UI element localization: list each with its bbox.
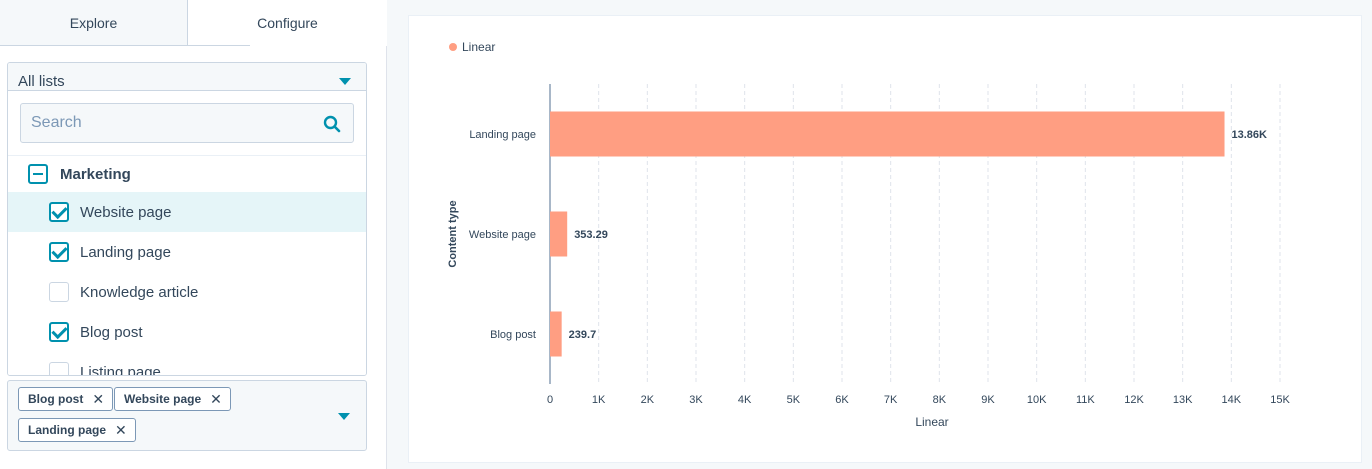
x-tick-label: 10K	[1027, 394, 1047, 406]
list-dropdown-toggle[interactable]: All lists	[8, 63, 366, 91]
tag-website-page: Website page ✕	[114, 387, 231, 411]
data-label: 239.7	[569, 329, 597, 341]
x-tick-label: 13K	[1173, 394, 1193, 406]
x-tick-label: 3K	[689, 394, 703, 406]
list-item-label: Knowledge article	[80, 284, 199, 301]
list-item-knowledge-article[interactable]: Knowledge article	[8, 272, 366, 312]
x-tick-label: 9K	[981, 394, 995, 406]
list-dropdown: All lists Marketing Website page Landing…	[7, 62, 367, 376]
bar-chart: 0 1K 2K 3K 4K 5K 6K 7K 8K 9K 10K 11K 12K 13K 14K 15K Lan…	[447, 84, 1290, 429]
tab-explore-label: Explore	[69, 14, 118, 31]
checkbox-listing-page[interactable]	[49, 362, 69, 375]
bar	[550, 311, 562, 357]
tag-label: Landing page	[28, 423, 106, 437]
remove-tag-icon[interactable]: ✕	[115, 421, 127, 438]
group-marketing[interactable]: Marketing	[8, 156, 366, 192]
tag-label: Website page	[124, 392, 202, 406]
search-box	[20, 103, 354, 143]
tag-blog-post: Blog post ✕	[18, 387, 114, 411]
x-tick-label: 0	[547, 394, 553, 406]
x-tick-label: 5K	[787, 394, 801, 406]
checkbox-landing-page[interactable]	[49, 242, 69, 262]
remove-tag-icon[interactable]: ✕	[210, 390, 222, 407]
tag-landing-page: Landing page ✕	[18, 418, 136, 442]
list-item-website-page[interactable]: Website page	[8, 192, 366, 232]
bar	[550, 111, 1225, 157]
tab-configure[interactable]: Configure	[188, 0, 387, 46]
y-tick-label: Landing page	[469, 129, 536, 141]
search-icon[interactable]	[323, 115, 341, 133]
data-label: 353.29	[574, 229, 608, 241]
x-tick-label: 8K	[933, 394, 947, 406]
caret-down-icon[interactable]	[338, 413, 350, 420]
checkbox-blog-post[interactable]	[49, 322, 69, 342]
y-tick-label: Website page	[469, 229, 536, 241]
group-label: Marketing	[60, 166, 131, 183]
x-tick-label: 2K	[641, 394, 655, 406]
x-tick-label: 14K	[1222, 394, 1242, 406]
x-tick-label: 1K	[592, 394, 606, 406]
list-item-blog-post[interactable]: Blog post	[8, 312, 366, 352]
list-item-label: Blog post	[80, 324, 143, 341]
chart-legend[interactable]: Linear	[449, 40, 495, 54]
y-axis-title: Content type	[447, 200, 459, 267]
list-item-landing-page[interactable]: Landing page	[8, 232, 366, 272]
tab-configure-label: Configure	[257, 15, 318, 31]
list-dropdown-value: All lists	[18, 73, 65, 90]
configure-panel: Explore Configure All lists Marketing	[0, 0, 387, 469]
x-tick-label: 11K	[1076, 394, 1095, 406]
tab-explore[interactable]: Explore	[0, 0, 188, 46]
x-axis-title: Linear	[915, 415, 948, 429]
legend-label: Linear	[462, 40, 496, 54]
list-item-label: Listing page	[80, 364, 161, 376]
x-tick-label: 7K	[884, 394, 898, 406]
list-item-label: Website page	[80, 204, 172, 221]
x-tick-label: 15K	[1270, 394, 1290, 406]
list-options: Marketing Website page Landing page Know…	[8, 155, 366, 376]
data-label: 13.86K	[1232, 129, 1268, 141]
legend-swatch	[449, 43, 457, 51]
tag-label: Blog post	[28, 392, 84, 406]
selected-tags-field[interactable]: Blog post ✕ Website page ✕ Landing page …	[7, 380, 367, 451]
list-item-listing-page[interactable]: Listing page	[8, 352, 366, 376]
x-tick-label: 4K	[738, 394, 752, 406]
group-collapse-checkbox[interactable]	[28, 164, 48, 184]
tab-underline	[188, 45, 250, 46]
panel-tabs: Explore Configure	[0, 0, 387, 46]
checkbox-website-page[interactable]	[49, 202, 69, 222]
bar	[550, 211, 568, 257]
caret-down-icon[interactable]	[339, 78, 351, 85]
list-item-label: Landing page	[80, 244, 171, 261]
remove-tag-icon[interactable]: ✕	[92, 390, 105, 407]
y-tick-label: Blog post	[490, 329, 536, 341]
search-input[interactable]	[21, 104, 311, 142]
chart-panel: Linear 0 1K 2K 3K 4K 5K 6K 7K 8K 9K 10K 11K 12K 13K 14…	[408, 15, 1362, 463]
x-tick-label: 6K	[835, 394, 849, 406]
checkbox-knowledge-article[interactable]	[49, 282, 69, 302]
x-tick-label: 12K	[1124, 394, 1144, 406]
